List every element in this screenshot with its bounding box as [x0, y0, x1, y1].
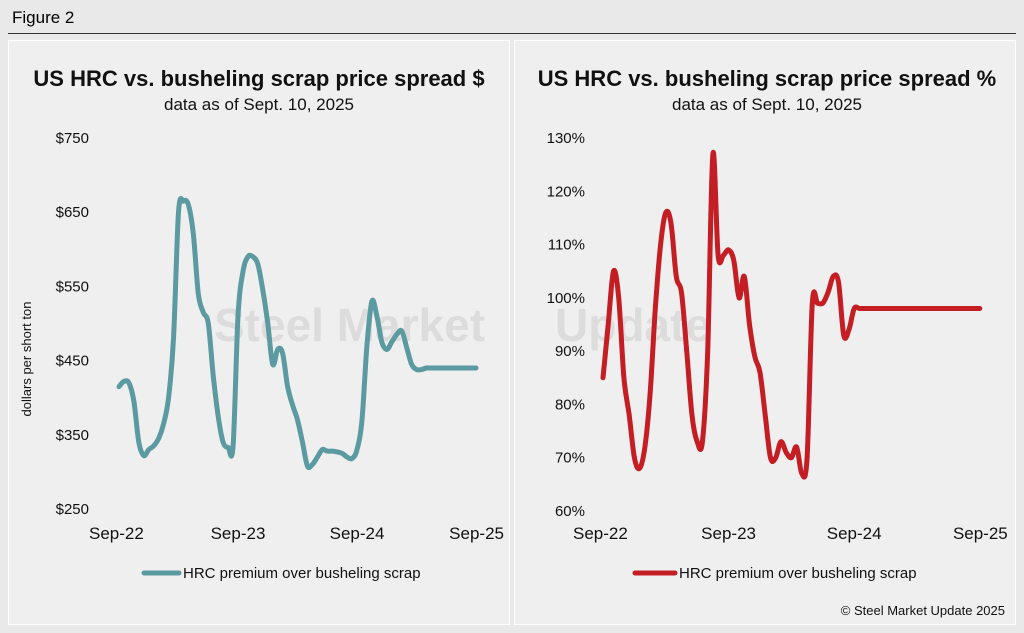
watermark-text: Steel Market [214, 299, 485, 351]
y-tick-label: $250 [56, 501, 89, 518]
x-tick-label: Sep-24 [330, 524, 385, 543]
series-line [600, 149, 983, 480]
y-tick-label: $350 [56, 427, 89, 444]
chart-title: US HRC vs. busheling scrap price spread … [33, 66, 484, 91]
chart-panel-dollar: Steel Market US HRC vs. busheling scrap … [8, 40, 510, 625]
y-tick-label: $750 [56, 130, 89, 147]
y-tick-label: 110% [548, 237, 585, 254]
chart-panel-percent: Update US HRC vs. busheling scrap price … [514, 40, 1016, 625]
x-tick-label: Sep-22 [89, 524, 144, 543]
legend-label: HRC premium over busheling scrap [183, 565, 421, 582]
x-tick-label: Sep-24 [827, 524, 882, 543]
legend-label: HRC premium over busheling scrap [679, 565, 917, 582]
chart-percent-spread: Update US HRC vs. busheling scrap price … [538, 66, 1008, 618]
chart-dollar-spread: Steel Market US HRC vs. busheling scrap … [19, 66, 504, 582]
x-tick-label: Sep-22 [573, 524, 628, 543]
x-tick-label: Sep-23 [701, 524, 756, 543]
y-tick-label: 120% [547, 183, 585, 200]
y-tick-label: 80% [555, 396, 585, 413]
y-axis-label: dollars per short ton [19, 302, 34, 417]
y-tick-label: 70% [555, 450, 585, 467]
y-tick-label: $550 [56, 278, 89, 295]
figure-divider [8, 33, 1016, 34]
figure-label: Figure 2 [12, 8, 75, 27]
series-line [116, 196, 479, 471]
chart-title: US HRC vs. busheling scrap price spread … [538, 66, 996, 91]
y-tick-label: $650 [56, 204, 89, 221]
copyright-text: © Steel Market Update 2025 [841, 603, 1005, 618]
x-tick-label: Sep-25 [953, 524, 1008, 543]
x-tick-label: Sep-25 [449, 524, 504, 543]
y-tick-label: 130% [547, 130, 585, 147]
chart-subtitle: data as of Sept. 10, 2025 [164, 95, 354, 114]
y-tick-label: $450 [56, 353, 89, 370]
y-tick-label: 60% [555, 503, 585, 520]
y-tick-label: 90% [555, 343, 585, 360]
x-tick-label: Sep-23 [211, 524, 266, 543]
chart-subtitle: data as of Sept. 10, 2025 [672, 95, 862, 114]
y-tick-label: 100% [547, 290, 585, 307]
